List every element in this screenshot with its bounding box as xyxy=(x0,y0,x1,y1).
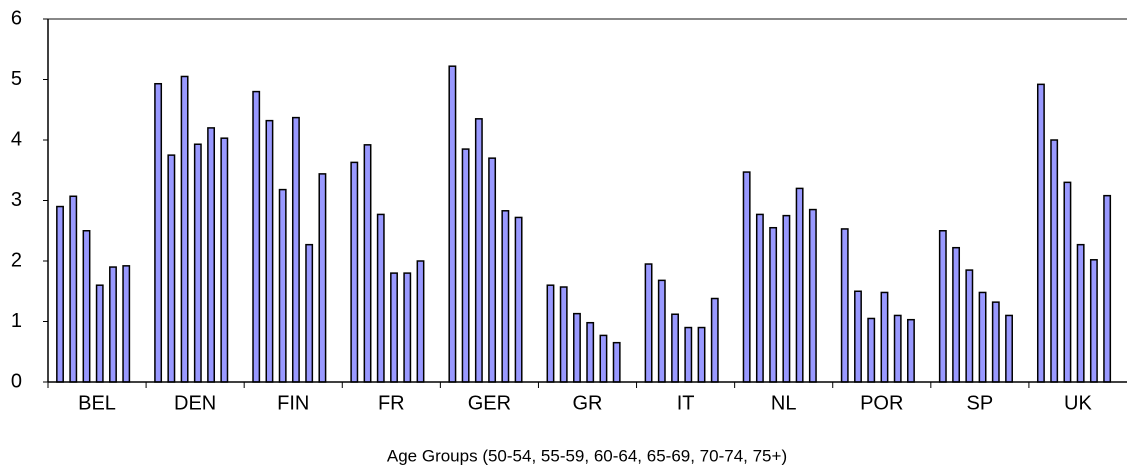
bar xyxy=(644,263,653,383)
bar xyxy=(180,75,189,383)
bar xyxy=(1050,139,1059,383)
bar xyxy=(501,210,510,383)
bar xyxy=(95,284,104,383)
bar xyxy=(220,137,229,383)
x-tick-label: POR xyxy=(860,392,903,414)
bar xyxy=(122,265,131,383)
bar xyxy=(56,205,64,383)
bar xyxy=(880,291,889,383)
bar xyxy=(965,269,974,383)
bar xyxy=(291,116,300,383)
y-tick-label: 4 xyxy=(11,128,22,150)
bar xyxy=(1089,259,1098,383)
bar xyxy=(207,127,216,383)
x-tick-label: BEL xyxy=(78,392,116,414)
bar xyxy=(742,171,751,383)
bar xyxy=(808,208,817,383)
bar xyxy=(599,334,608,383)
bar xyxy=(350,161,359,383)
bar xyxy=(461,148,470,383)
x-tick-label: GR xyxy=(573,392,603,414)
bar xyxy=(514,216,523,383)
bar xyxy=(1076,243,1085,383)
bar xyxy=(82,230,91,383)
bar xyxy=(318,173,327,383)
bar xyxy=(403,272,412,383)
bar xyxy=(109,266,117,383)
y-tick-label: 1 xyxy=(11,310,22,332)
bar xyxy=(488,157,497,383)
bar xyxy=(265,119,274,383)
bar xyxy=(769,226,778,383)
y-tick-label: 2 xyxy=(11,249,22,271)
x-axis-label: Age Groups (50-54, 55-59, 60-64, 65-69, … xyxy=(387,446,787,465)
bar xyxy=(1005,314,1013,383)
bar xyxy=(154,82,163,383)
bar xyxy=(1103,194,1112,383)
x-tick-label: GER xyxy=(468,392,511,414)
bar xyxy=(390,272,398,383)
x-tick-label: UK xyxy=(1064,392,1092,414)
bar xyxy=(684,326,693,383)
bar xyxy=(363,144,372,383)
bar xyxy=(559,286,568,383)
bar xyxy=(376,213,385,383)
y-tick-label: 5 xyxy=(11,68,22,90)
bar xyxy=(1063,181,1072,383)
bar xyxy=(755,213,764,383)
bar xyxy=(167,154,176,383)
bar xyxy=(474,118,483,383)
y-tick-label: 3 xyxy=(11,189,22,211)
bar xyxy=(854,290,862,383)
y-tick-label: 6 xyxy=(11,7,22,29)
bar xyxy=(448,65,457,383)
bar xyxy=(193,143,202,383)
bar xyxy=(710,297,719,383)
bar xyxy=(278,188,287,383)
bar xyxy=(252,90,261,383)
bar xyxy=(978,291,987,383)
x-tick-label: NL xyxy=(771,392,797,414)
bar xyxy=(952,246,961,383)
bar xyxy=(1036,83,1045,383)
bar xyxy=(840,228,849,383)
bar xyxy=(305,243,314,383)
bar xyxy=(991,301,1000,383)
bar xyxy=(69,195,78,383)
bar xyxy=(546,284,555,383)
bar xyxy=(416,260,425,383)
bar xyxy=(938,230,947,383)
x-tick-label: IT xyxy=(677,392,695,414)
x-tick-label: DEN xyxy=(174,392,216,414)
bar xyxy=(795,187,804,383)
bar xyxy=(573,312,581,383)
bar xyxy=(612,341,621,383)
bar xyxy=(867,317,876,383)
bar xyxy=(907,318,915,383)
x-tick-label: FIN xyxy=(277,392,309,414)
bar xyxy=(697,326,706,383)
bar xyxy=(893,314,902,383)
bar xyxy=(782,214,791,383)
y-tick-label: 0 xyxy=(11,370,22,392)
bar xyxy=(657,279,666,383)
x-tick-label: FR xyxy=(378,392,405,414)
x-tick-label: SP xyxy=(967,392,994,414)
bar xyxy=(586,321,595,383)
bar xyxy=(671,313,679,383)
